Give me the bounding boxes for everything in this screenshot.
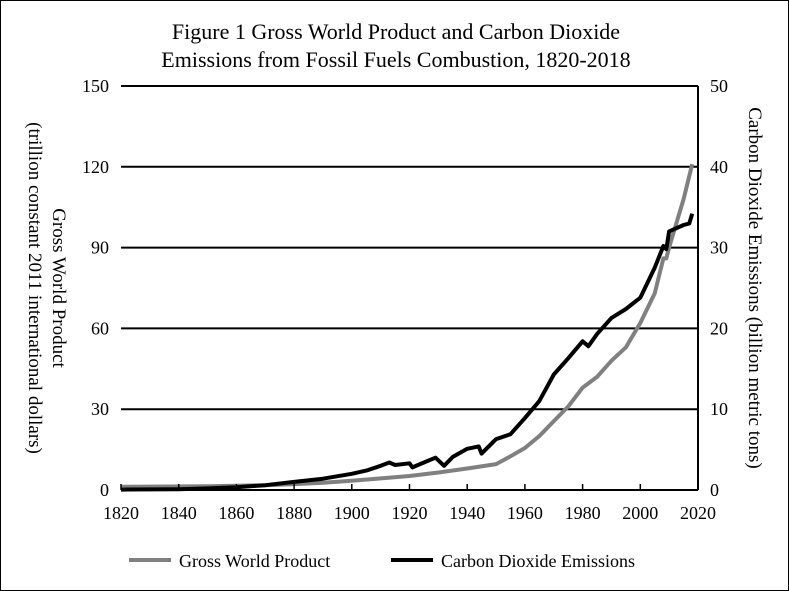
x-tick-label: 1840 bbox=[161, 503, 197, 523]
x-tick-label: 1900 bbox=[334, 503, 370, 523]
x-tick-label: 2020 bbox=[680, 503, 716, 523]
x-tick-label: 1960 bbox=[507, 503, 543, 523]
y-axis-left-label-line-1: Gross World Product bbox=[48, 208, 69, 368]
y-right-tick-label: 10 bbox=[710, 399, 728, 419]
y-right-tick-label: 0 bbox=[710, 480, 719, 500]
y-left-tick-label: 120 bbox=[82, 157, 109, 177]
legend: Gross World Product Carbon Dioxide Emiss… bbox=[129, 551, 635, 571]
y-axis-right-label: Carbon Dioxide Emissions (billion metric… bbox=[744, 107, 765, 469]
y-right-tick-label: 50 bbox=[710, 76, 728, 96]
chart-title-line-2: Emissions from Fossil Fuels Combustion, … bbox=[161, 47, 630, 72]
x-tick-label: 1940 bbox=[449, 503, 485, 523]
series-line-co2 bbox=[120, 213, 695, 492]
x-tick-label: 2000 bbox=[622, 503, 658, 523]
x-tick-label: 1880 bbox=[276, 503, 312, 523]
y-right-tick-label: 20 bbox=[710, 318, 728, 338]
y-left-tick-label: 0 bbox=[100, 480, 109, 500]
legend-label-gwp: Gross World Product bbox=[179, 551, 330, 571]
x-tick-label: 1820 bbox=[103, 503, 139, 523]
legend-label-co2: Carbon Dioxide Emissions bbox=[441, 551, 635, 571]
y-right-tick-label: 40 bbox=[710, 157, 728, 177]
x-tick-label: 1920 bbox=[392, 503, 428, 523]
y-axis-left-label-line-2: (trillion constant 2011 international do… bbox=[24, 122, 45, 454]
chart-title-line-1: Figure 1 Gross World Product and Carbon … bbox=[172, 19, 620, 44]
y-right-tick-label: 30 bbox=[710, 238, 728, 258]
y-left-tick-label: 60 bbox=[91, 318, 109, 338]
series-line-gwp bbox=[120, 163, 695, 489]
x-tick-label: 1980 bbox=[565, 503, 601, 523]
x-tick-label: 1860 bbox=[218, 503, 254, 523]
y-left-tick-label: 30 bbox=[91, 399, 109, 419]
y-left-tick-label: 90 bbox=[91, 238, 109, 258]
y-left-tick-label: 150 bbox=[82, 76, 109, 96]
